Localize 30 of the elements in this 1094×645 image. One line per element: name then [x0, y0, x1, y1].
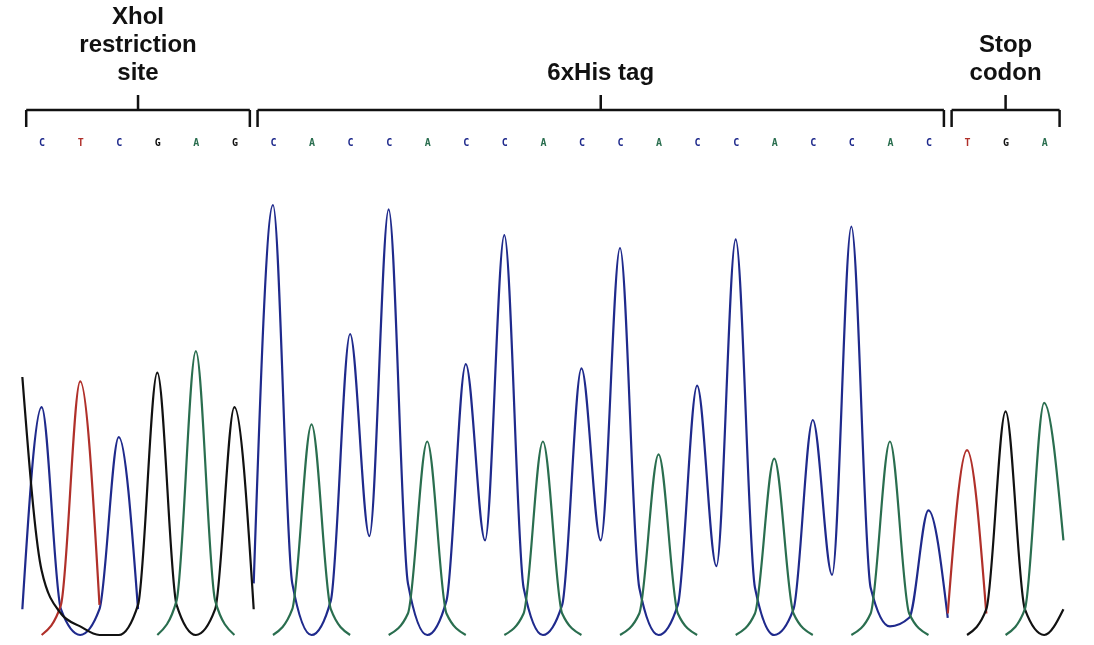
x-tick-label: A — [424, 136, 431, 148]
x-tick-label: G — [231, 136, 238, 148]
x-tick-label: C — [386, 136, 393, 148]
x-tick-label: C — [39, 136, 46, 148]
x-tick-label: A — [656, 136, 663, 148]
x-tick-label: A — [887, 136, 894, 148]
x-tick-label: C — [848, 136, 855, 148]
x-tick-label: C — [925, 136, 932, 148]
x-tick-label: C — [501, 136, 508, 148]
x-tick-label: C — [810, 136, 817, 148]
x-tick-label: A — [309, 136, 316, 148]
x-tick-label: G — [1003, 136, 1010, 148]
x-tick-label: T — [77, 136, 84, 148]
x-tick-label: A — [771, 136, 778, 148]
text: Stop codon — [969, 30, 1042, 85]
x-tick-label: A — [540, 136, 547, 148]
x-tick-label: A — [1041, 136, 1048, 148]
x-tick-label: C — [116, 136, 123, 148]
x-tick-label: C — [463, 136, 470, 148]
x-tick-label: C — [733, 136, 740, 148]
x-tick-label: C — [694, 136, 701, 148]
x-tick-label: T — [964, 136, 971, 148]
x-tick-label: G — [154, 136, 161, 148]
x-tick-label: C — [347, 136, 354, 148]
text: 6xHis tag — [547, 58, 655, 85]
x-tick-label: A — [193, 136, 200, 148]
x-tick-label: C — [270, 136, 277, 148]
x-tick-label: C — [617, 136, 624, 148]
x-tick-label: C — [578, 136, 585, 148]
text: XhoI restriction site — [79, 2, 197, 85]
